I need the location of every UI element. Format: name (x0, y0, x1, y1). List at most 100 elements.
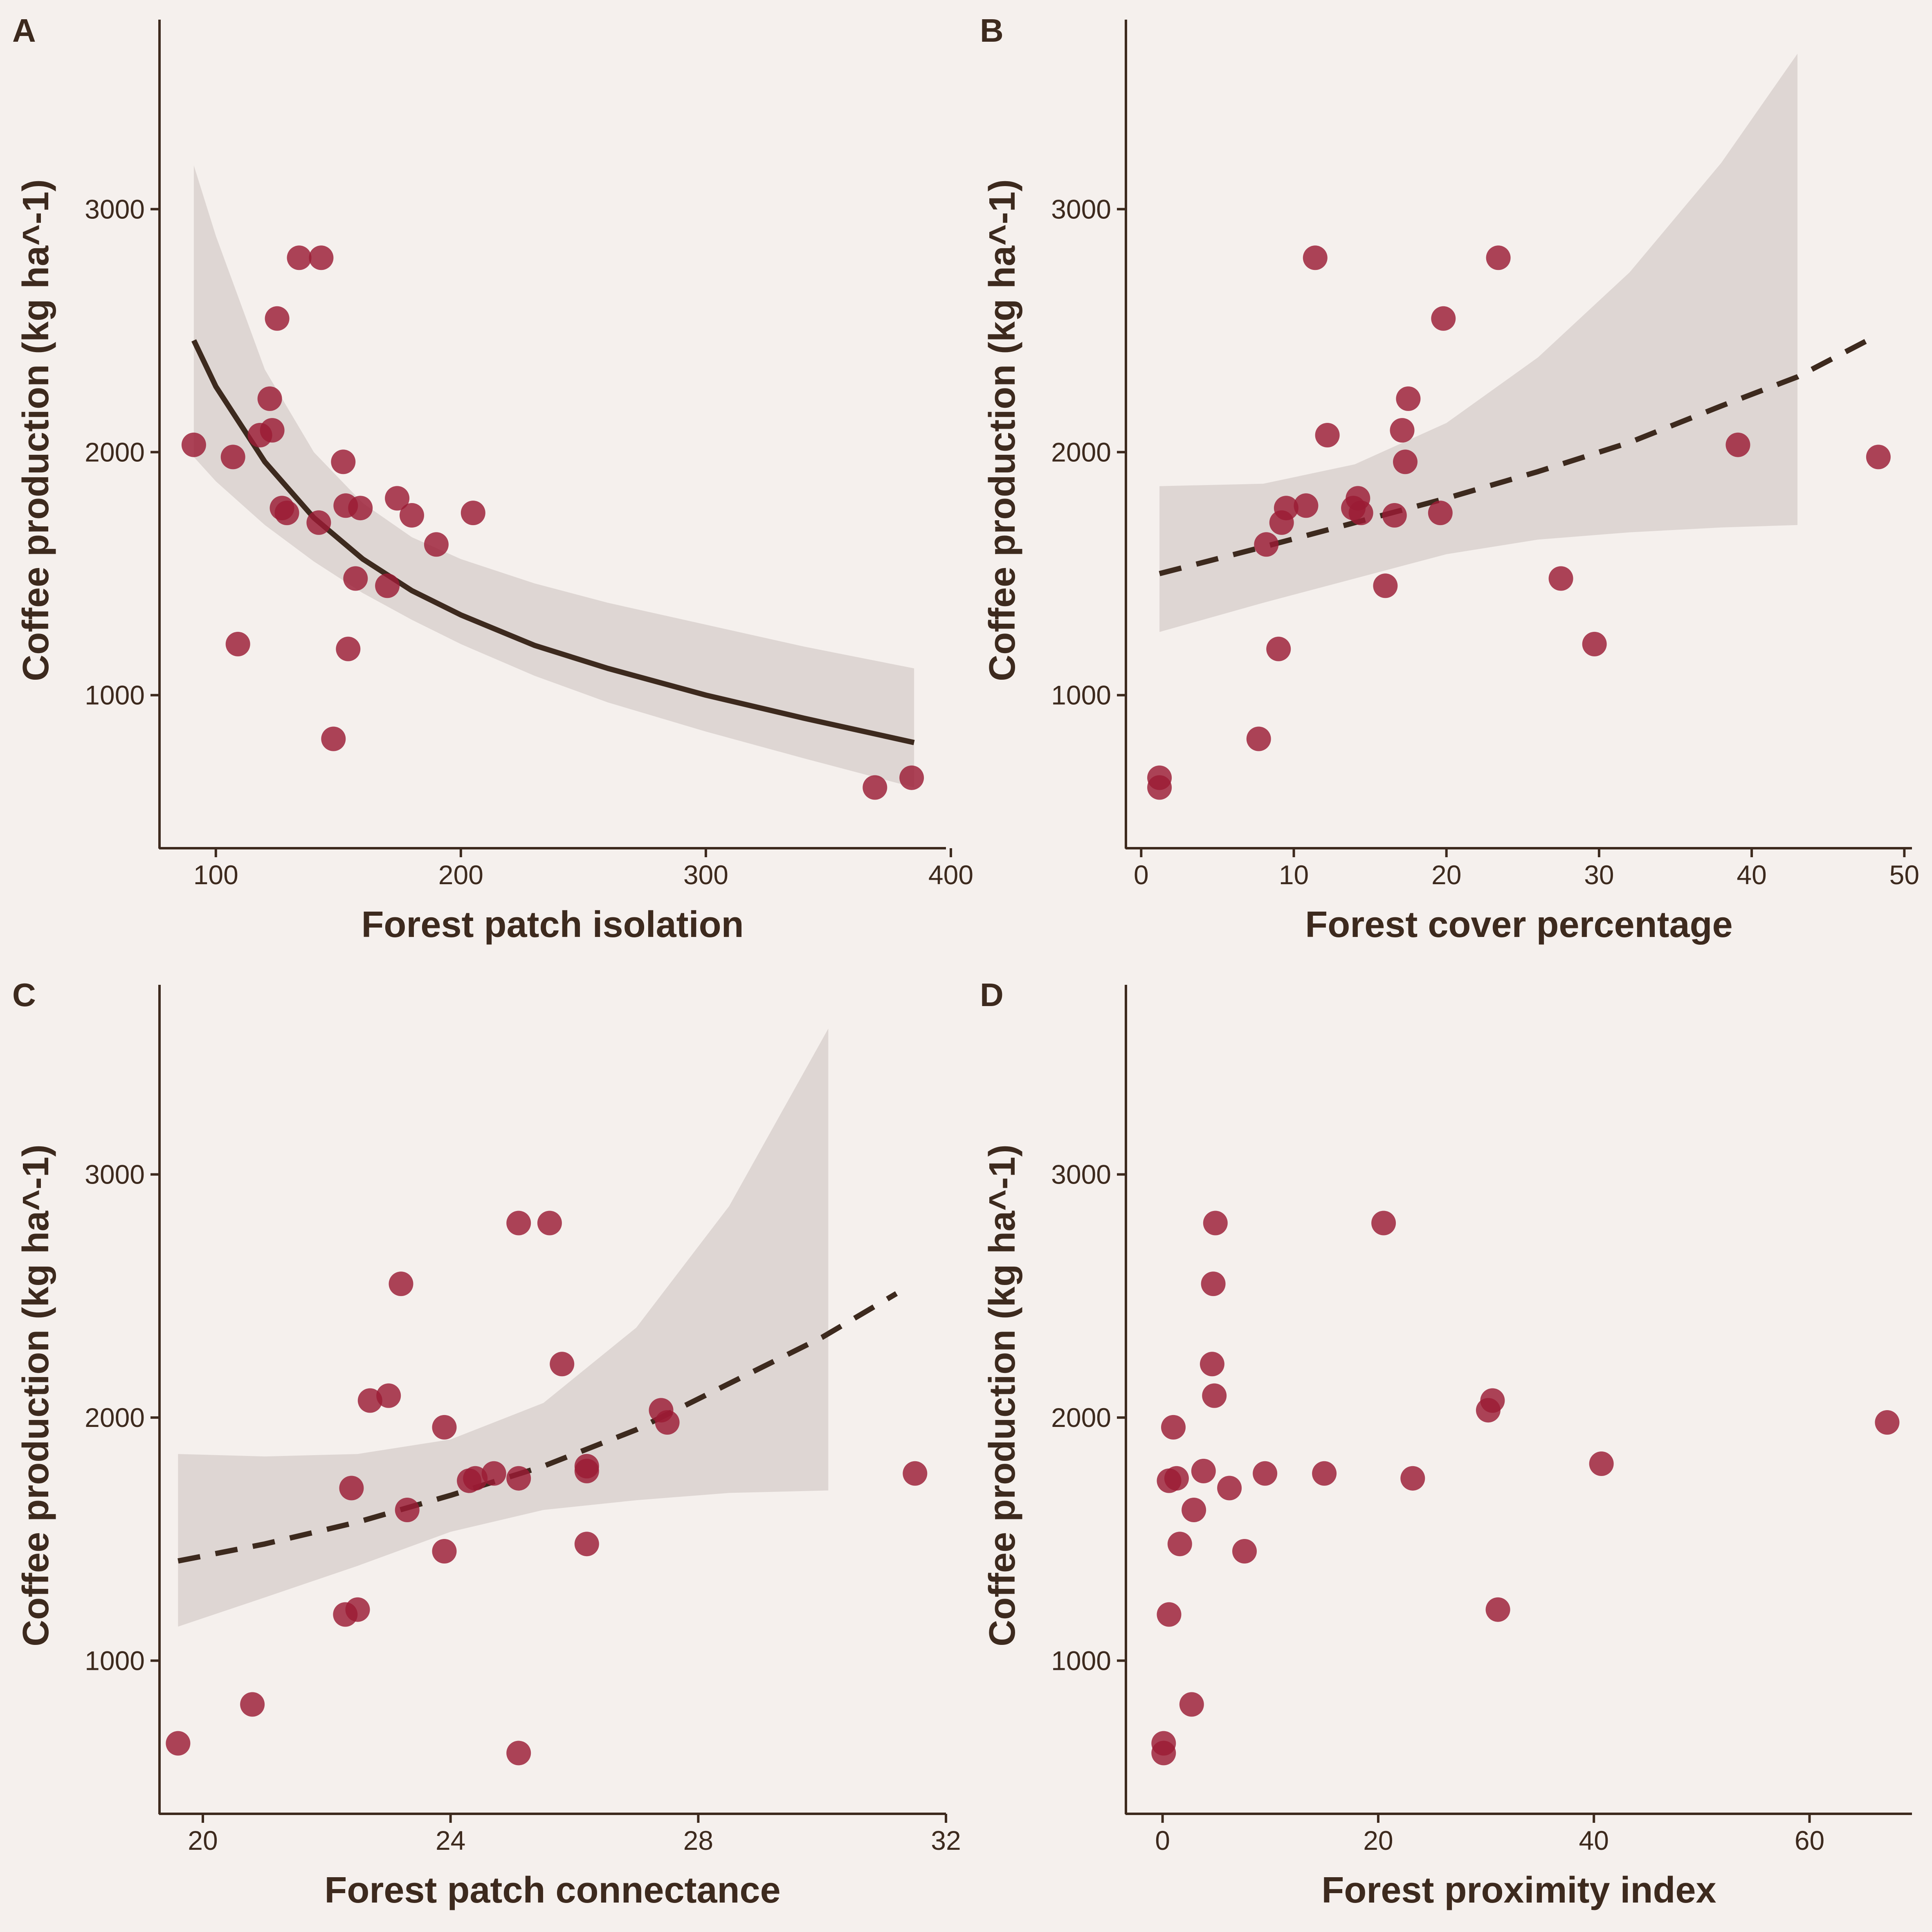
data-point-d-24 (1589, 1451, 1614, 1476)
data-point-b-25 (1866, 445, 1891, 470)
data-point-a-22 (424, 532, 449, 557)
y-tick-label-a-1: 1000 (85, 680, 145, 710)
data-point-c-22 (574, 1532, 599, 1557)
data-point-a-24 (863, 775, 887, 800)
data-point-b-9 (1303, 245, 1328, 270)
y-axis-title-d: Coffee production (kg ha^-1) (982, 1144, 1023, 1647)
x-tick-label-a-2: 200 (438, 860, 483, 890)
data-point-a-1 (181, 432, 206, 457)
data-point-b-2 (1147, 775, 1172, 800)
x-tick-label-b-2: 10 (1279, 860, 1309, 890)
confidence-band-c (178, 1029, 829, 1627)
y-tick-label-d-1: 1000 (1051, 1646, 1111, 1676)
data-point-c-25 (903, 1461, 928, 1486)
data-point-b-5 (1266, 636, 1291, 661)
panel-c: C Forest patch connectance Coffee produc… (12, 977, 961, 1911)
x-tick-label-c-4: 32 (931, 1825, 961, 1856)
x-axis-title-c: Forest patch connectance (324, 1870, 780, 1911)
data-point-d-13 (1202, 1383, 1227, 1408)
y-tick-label-d-2: 2000 (1051, 1402, 1111, 1433)
x-tick-label-d-2: 20 (1363, 1825, 1393, 1856)
y-axis-title-a: Coffee production (kg ha^-1) (16, 179, 56, 681)
x-tick-label-a-1: 100 (193, 860, 238, 890)
data-point-c-13 (463, 1466, 488, 1491)
data-point-c-16 (506, 1466, 531, 1491)
data-point-a-6 (260, 418, 285, 443)
data-point-c-2 (240, 1692, 265, 1717)
x-tick-label-b-1: 0 (1134, 860, 1149, 890)
fit-line-c (177, 1291, 898, 1564)
panel-a: A Forest patch isolation Coffee producti… (12, 12, 973, 945)
x-tick-label-a-4: 400 (928, 860, 973, 890)
x-axis-title-a: Forest patch isolation (361, 904, 744, 945)
x-tick-label-b-5: 40 (1737, 860, 1766, 890)
data-point-d-18 (1312, 1461, 1337, 1486)
x-tick-label-d-3: 40 (1579, 1825, 1609, 1856)
data-point-a-14 (331, 449, 356, 474)
x-tick-label-c-1: 20 (188, 1825, 218, 1856)
panel-letter-c: C (12, 977, 36, 1013)
data-point-c-17 (506, 1741, 531, 1766)
x-tick-label-c-2: 24 (436, 1825, 465, 1856)
data-point-d-15 (1217, 1476, 1242, 1501)
data-point-a-20 (385, 486, 410, 511)
data-point-a-9 (274, 501, 299, 526)
y-tick-label-c-2: 2000 (85, 1402, 145, 1433)
panel-letter-b: B (980, 12, 1004, 49)
panel-d: D Forest proximity index Coffee producti… (980, 977, 1912, 1911)
data-point-a-21 (400, 503, 424, 528)
fit-line-a (191, 339, 915, 745)
data-point-a-25 (899, 765, 924, 790)
data-point-b-15 (1382, 503, 1407, 528)
x-tick-label-d-1: 0 (1155, 1825, 1170, 1856)
panel-letter-a: A (12, 12, 36, 49)
data-point-a-23 (461, 501, 485, 526)
data-point-d-14 (1203, 1211, 1228, 1236)
x-tick-label-c-3: 28 (683, 1825, 713, 1856)
data-point-a-10 (287, 245, 312, 270)
data-point-d-20 (1400, 1466, 1425, 1491)
y-tick-label-b-3: 3000 (1051, 194, 1111, 224)
data-point-d-19 (1371, 1211, 1396, 1236)
data-point-c-10 (432, 1415, 457, 1440)
data-point-b-19 (1428, 501, 1453, 526)
data-point-b-13 (1348, 501, 1373, 526)
data-point-d-2 (1151, 1741, 1176, 1766)
data-point-a-13 (321, 726, 346, 751)
data-point-d-17 (1253, 1461, 1278, 1486)
data-point-c-14 (481, 1461, 506, 1486)
data-point-d-23 (1485, 1597, 1510, 1622)
data-point-a-7 (265, 306, 290, 331)
data-point-b-17 (1393, 449, 1418, 474)
y-tick-label-c-1: 1000 (85, 1646, 145, 1676)
x-tick-label-d-4: 60 (1795, 1825, 1824, 1856)
data-point-b-23 (1582, 631, 1607, 656)
x-tick-label-b-3: 20 (1431, 860, 1461, 890)
data-point-c-8 (389, 1272, 413, 1296)
data-point-d-12 (1201, 1272, 1226, 1296)
data-point-b-18 (1396, 386, 1421, 411)
data-point-a-5 (257, 386, 282, 411)
data-point-c-7 (376, 1383, 401, 1408)
data-point-d-5 (1161, 1415, 1186, 1440)
data-point-d-10 (1191, 1458, 1216, 1483)
y-axis-title-b: Coffee production (kg ha^-1) (982, 179, 1023, 681)
data-point-d-7 (1167, 1532, 1192, 1557)
x-tick-label-a-3: 300 (683, 860, 728, 890)
data-point-a-18 (348, 496, 373, 521)
confidence-band-a (193, 165, 914, 788)
x-axis-title-b: Forest cover percentage (1305, 904, 1732, 945)
data-point-c-19 (550, 1352, 575, 1377)
data-point-b-8 (1294, 493, 1319, 518)
data-point-c-9 (395, 1498, 420, 1522)
data-point-c-1 (166, 1731, 191, 1756)
data-point-c-6 (357, 1388, 382, 1413)
y-tick-label-b-2: 2000 (1051, 437, 1111, 467)
data-point-d-11 (1200, 1352, 1224, 1377)
panel-letter-d: D (980, 977, 1004, 1013)
data-point-c-5 (345, 1597, 370, 1622)
data-point-b-14 (1373, 573, 1398, 598)
data-point-d-6 (1164, 1466, 1189, 1491)
data-point-a-3 (225, 631, 250, 656)
